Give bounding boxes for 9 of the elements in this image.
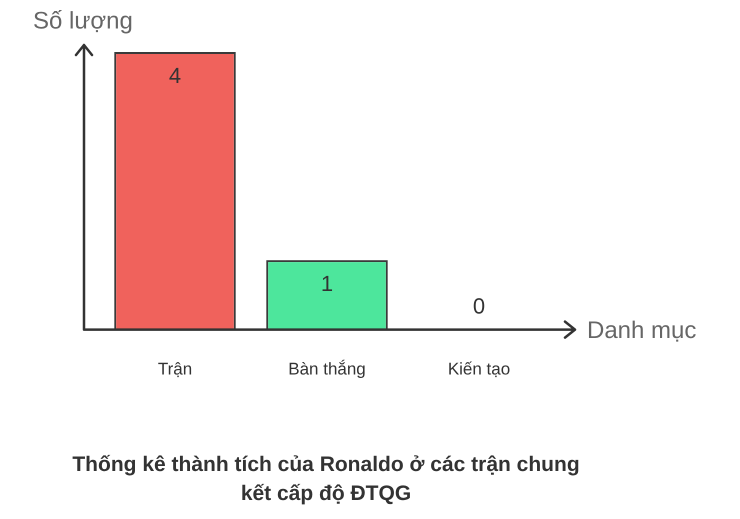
x-tick-label: Trận bbox=[158, 359, 192, 378]
text: Thống kê thành tích của Ronaldo ở các trận chung kết cấp độ ĐTQG bbox=[71, 452, 581, 507]
x-axis-title: Danh mục bbox=[587, 317, 696, 344]
data-label: 4 bbox=[168, 63, 182, 88]
data-label: 1 bbox=[320, 271, 334, 296]
x-tick-label: Bàn thắng bbox=[288, 359, 366, 378]
x-tick-label: Kiến tạo bbox=[448, 359, 510, 378]
data-label: 0 bbox=[472, 294, 486, 319]
y-axis-title: Số lượng bbox=[33, 8, 133, 35]
